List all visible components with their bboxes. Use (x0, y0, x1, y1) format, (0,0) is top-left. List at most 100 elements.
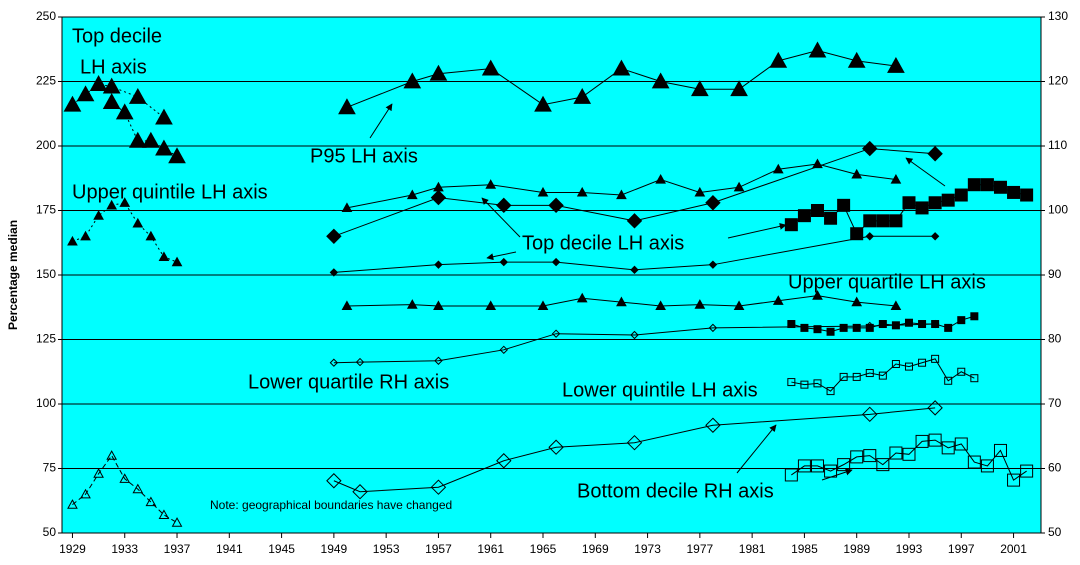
point-marker (406, 299, 418, 309)
point-marker (944, 323, 953, 332)
point-marker (810, 204, 824, 217)
point-marker (1007, 473, 1021, 487)
point-marker (708, 260, 718, 269)
x-tick-label: 1965 (530, 542, 557, 556)
point-marker (826, 387, 835, 396)
x-tick-label: 1997 (948, 542, 975, 556)
point-marker (784, 468, 798, 482)
point-marker (80, 488, 91, 499)
point-marker (128, 131, 147, 148)
series-line (346, 295, 896, 307)
point-marker (876, 214, 890, 228)
point-marker (434, 260, 443, 269)
point-marker (813, 379, 822, 388)
series-line (333, 407, 936, 493)
point-marker (837, 198, 851, 212)
point-marker (887, 56, 905, 73)
y2-tick-label: 130 (1048, 9, 1068, 23)
point-marker (902, 196, 916, 210)
y-tick-label: 225 (36, 74, 56, 88)
x-tick-label: 1961 (477, 542, 504, 556)
point-marker (485, 300, 497, 311)
point-marker (890, 174, 902, 184)
point-marker (548, 439, 564, 455)
point-marker (865, 321, 874, 331)
point-marker (851, 296, 863, 307)
point-marker (980, 178, 994, 192)
point-marker (993, 180, 1007, 194)
point-marker (851, 168, 863, 179)
point-marker (1007, 185, 1021, 199)
point-marker (115, 103, 134, 120)
point-marker (812, 290, 823, 300)
x-tick-label: 1945 (268, 542, 295, 556)
series-line (333, 235, 936, 273)
point-marker (863, 449, 877, 463)
point-marker (865, 323, 874, 332)
x-tick-label: 1957 (425, 542, 452, 556)
point-marker (797, 209, 811, 223)
point-marker (813, 325, 822, 334)
point-marker (67, 499, 78, 509)
annotation: P95 LH axis (310, 145, 418, 167)
annotation: Lower quartile RH axis (248, 371, 449, 393)
point-marker (915, 434, 929, 448)
arrow (905, 157, 946, 187)
point-marker (499, 345, 508, 355)
point-marker (733, 181, 745, 192)
arrow (481, 197, 521, 238)
point-marker (93, 468, 104, 478)
point-marker (957, 316, 966, 325)
point-marker (537, 300, 549, 311)
point-marker (787, 378, 796, 387)
point-marker (904, 362, 913, 371)
point-marker (548, 197, 564, 214)
point-marker (708, 323, 718, 333)
annotation: Top decile (72, 25, 162, 47)
x-tick-label: 1993 (896, 542, 923, 556)
x-tick-label: 1969 (582, 542, 609, 556)
point-marker (499, 257, 508, 267)
series-line (346, 50, 896, 108)
point-marker (430, 479, 447, 495)
point-marker (850, 450, 864, 464)
point-marker (630, 265, 639, 275)
annotation: Upper quintile LH axis (72, 181, 268, 203)
point-marker (168, 147, 186, 164)
series-line (791, 439, 1027, 481)
point-marker (63, 95, 82, 112)
x-tick-label: 1929 (59, 542, 86, 556)
point-marker (119, 473, 131, 483)
point-marker (102, 77, 121, 94)
point-marker (576, 186, 588, 197)
point-marker (784, 218, 798, 232)
point-marker (142, 131, 160, 148)
annotation: Note: geographical boundaries have chang… (210, 498, 452, 512)
y2-tick-label: 60 (1048, 461, 1062, 475)
series-line (791, 358, 975, 392)
point-marker (787, 320, 796, 329)
point-marker (80, 230, 91, 241)
point-marker (485, 179, 497, 189)
arrow (369, 103, 393, 139)
point-marker (918, 358, 927, 367)
y2-tick-label: 90 (1048, 267, 1062, 281)
point-marker (651, 72, 670, 89)
point-marker (93, 210, 104, 220)
y-tick-label: 250 (36, 9, 56, 23)
x-tick-label: 1953 (373, 542, 400, 556)
y2-tick-label: 50 (1048, 525, 1062, 539)
point-marker (612, 59, 631, 76)
point-marker (694, 186, 706, 197)
point-marker (931, 354, 940, 363)
point-marker (980, 459, 994, 473)
point-marker (102, 93, 121, 110)
point-marker (694, 299, 706, 309)
point-marker (341, 202, 353, 213)
point-marker (573, 87, 592, 104)
point-marker (158, 509, 170, 520)
point-marker (132, 483, 144, 494)
x-tick-label: 1989 (843, 542, 870, 556)
